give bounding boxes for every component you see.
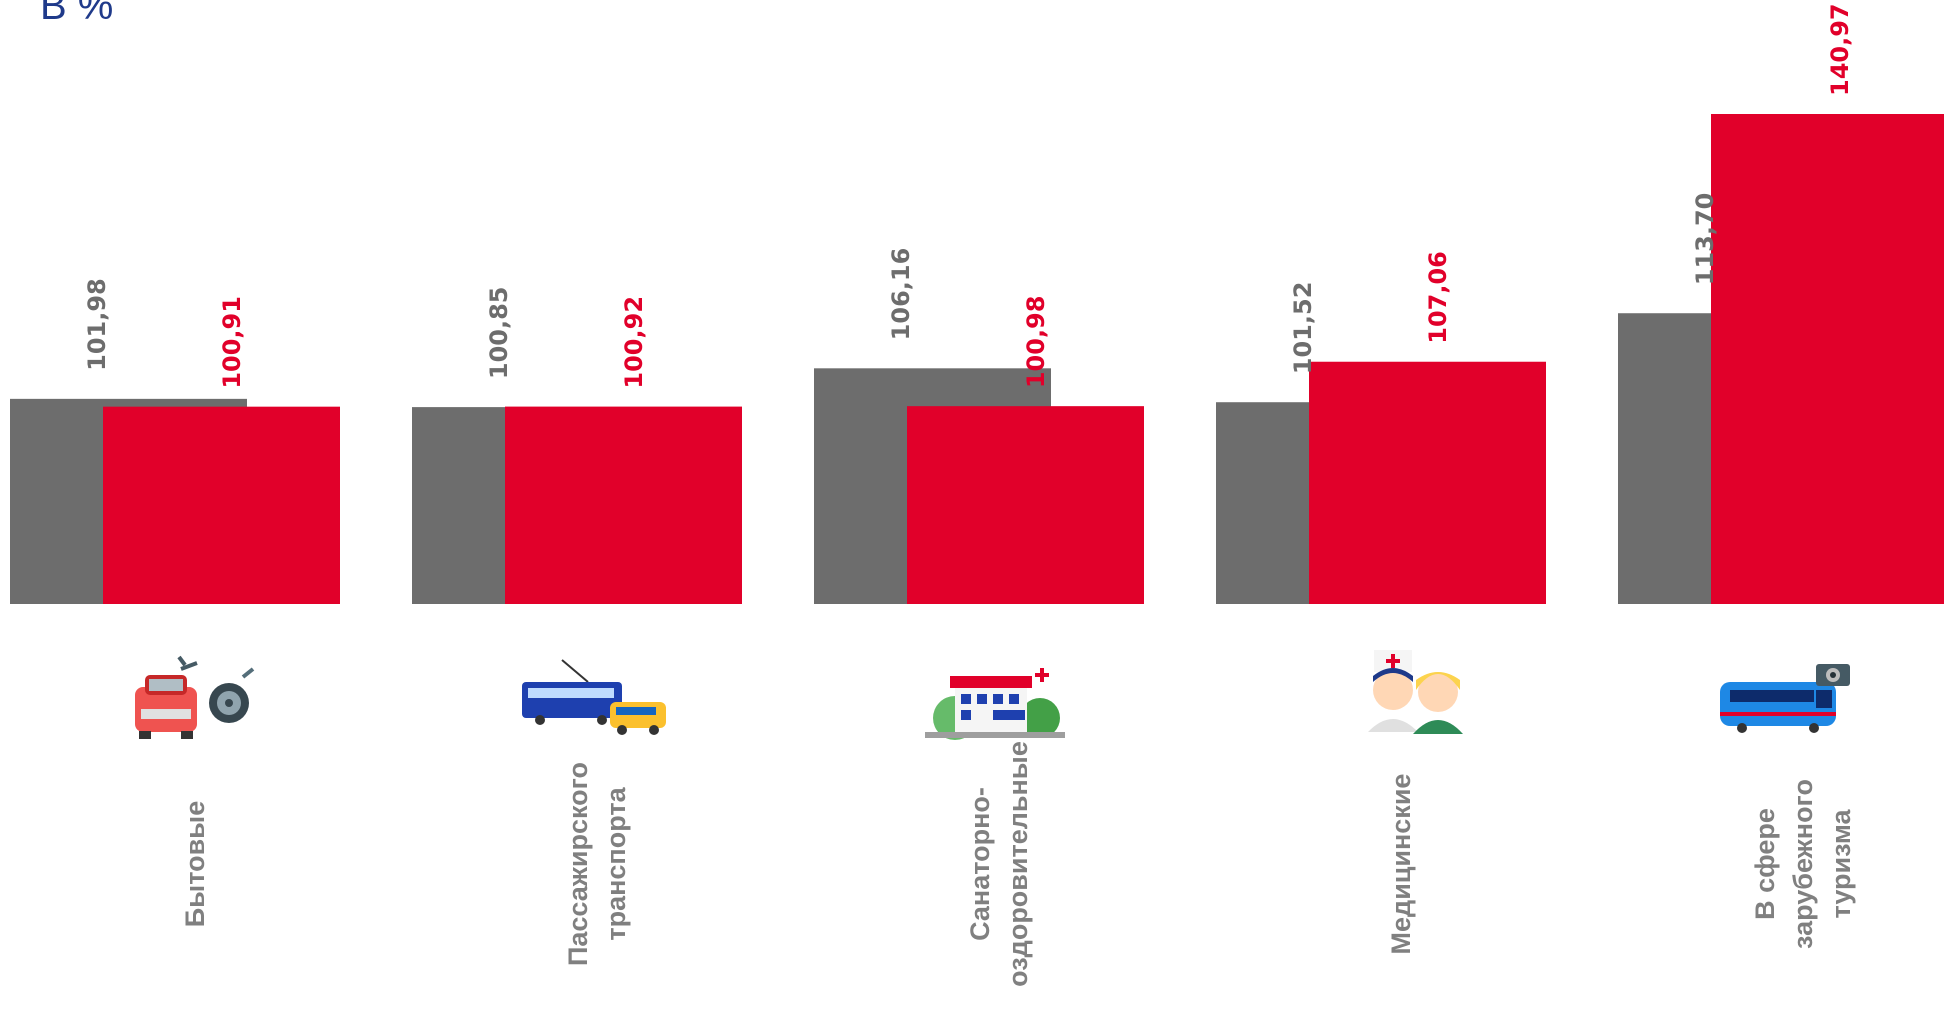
doctor-patient-icon: [1368, 650, 1463, 734]
category-labels-layer: Бытовые Пассажирского транспорта Санаторно-…: [180, 741, 1856, 987]
bar-red-5: [1711, 114, 1944, 604]
value-label-gray-1: 101,98: [83, 278, 111, 371]
category-label-2-line-1: Пассажирского: [563, 762, 593, 966]
value-label-gray-5: 113,70: [1691, 193, 1719, 286]
car-repair-icon: [135, 655, 255, 739]
value-label-red-3: 100,98: [1022, 296, 1050, 389]
category-label-2-line-2: транспорта: [601, 786, 631, 940]
trolleybus-minibus-icon: [522, 659, 666, 735]
category-label-5-line-3: туризма: [1826, 809, 1856, 919]
value-label-gray-3: 106,16: [887, 248, 915, 341]
category-label-5-line-1: В сфере: [1750, 808, 1780, 920]
category-label-5-line-2: зарубежного: [1788, 779, 1818, 949]
category-label-3-line-1: Санаторно-: [965, 787, 995, 941]
category-label-3-line-2: оздоровительные: [1003, 741, 1033, 987]
category-label-1-line-1: Бытовые: [180, 801, 210, 928]
value-label-red-2: 100,92: [620, 296, 648, 389]
category-label-4-line-1: Медицинские: [1386, 774, 1416, 955]
tourist-bus-icon: [1720, 664, 1850, 733]
value-label-gray-2: 100,85: [485, 286, 513, 379]
bar-red-2: [505, 406, 742, 604]
icons-layer: [135, 650, 1850, 740]
bars-layer: [10, 114, 1944, 604]
unit-label: В %: [40, 0, 114, 28]
value-label-gray-4: 101,52: [1289, 282, 1317, 375]
bar-red-4: [1309, 361, 1546, 604]
bar-red-1: [103, 406, 340, 604]
sanatorium-building-icon: [925, 668, 1065, 740]
bar-red-3: [907, 406, 1144, 604]
value-labels-layer: 101,98 100,91 100,85 100,92 106,16 100,98 101,…: [83, 3, 1854, 388]
value-label-red-1: 100,91: [218, 296, 246, 389]
value-label-red-5: 140,97: [1826, 3, 1854, 96]
value-label-red-4: 107,06: [1424, 251, 1452, 344]
